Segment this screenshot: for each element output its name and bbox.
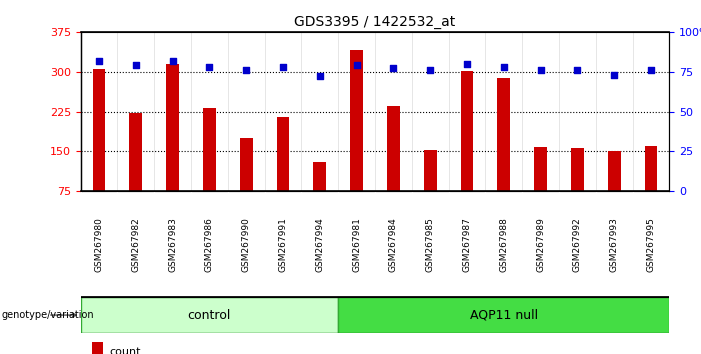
Bar [166, 64, 179, 191]
Text: GSM267985: GSM267985 [426, 217, 435, 272]
Point [425, 67, 436, 73]
Point [240, 67, 252, 73]
Bar [571, 148, 584, 191]
Text: AQP11 null: AQP11 null [470, 309, 538, 321]
Point [572, 67, 583, 73]
Text: GSM267994: GSM267994 [315, 217, 325, 272]
Bar [130, 113, 142, 191]
Text: GSM267986: GSM267986 [205, 217, 214, 272]
Bar [277, 117, 290, 191]
Point [167, 58, 178, 63]
Text: GSM267980: GSM267980 [95, 217, 104, 272]
Bar [240, 138, 252, 191]
Bar [313, 162, 326, 191]
Bar [338, 297, 669, 333]
Title: GDS3395 / 1422532_at: GDS3395 / 1422532_at [294, 16, 456, 29]
Text: GSM267991: GSM267991 [278, 217, 287, 272]
Text: GSM267989: GSM267989 [536, 217, 545, 272]
Bar [81, 297, 338, 333]
Point [93, 58, 104, 63]
Bar [461, 70, 473, 191]
Text: count: count [109, 347, 140, 354]
Point [461, 61, 472, 67]
Point [498, 64, 510, 70]
Point [278, 64, 289, 70]
Point [535, 67, 546, 73]
Text: GSM267982: GSM267982 [131, 217, 140, 272]
Bar [93, 69, 105, 191]
Point [314, 74, 325, 79]
Text: GSM267983: GSM267983 [168, 217, 177, 272]
Text: GSM267988: GSM267988 [499, 217, 508, 272]
Text: GSM267995: GSM267995 [646, 217, 655, 272]
Bar [203, 108, 216, 191]
Text: GSM267981: GSM267981 [352, 217, 361, 272]
Bar [534, 147, 547, 191]
Point [388, 65, 399, 71]
Point [130, 62, 142, 68]
Text: GSM267987: GSM267987 [463, 217, 472, 272]
Bar [608, 152, 620, 191]
Bar [387, 106, 400, 191]
Text: genotype/variation: genotype/variation [1, 310, 94, 320]
Text: GSM267993: GSM267993 [610, 217, 619, 272]
Point [351, 62, 362, 68]
Bar [93, 342, 103, 354]
Text: GSM267990: GSM267990 [242, 217, 251, 272]
Text: control: control [188, 309, 231, 321]
Bar [498, 78, 510, 191]
Point [646, 67, 657, 73]
Text: GSM267984: GSM267984 [389, 217, 398, 272]
Bar [350, 50, 363, 191]
Point [204, 64, 215, 70]
Bar [645, 146, 658, 191]
Text: GSM267992: GSM267992 [573, 217, 582, 272]
Bar [424, 150, 437, 191]
Point [608, 72, 620, 78]
